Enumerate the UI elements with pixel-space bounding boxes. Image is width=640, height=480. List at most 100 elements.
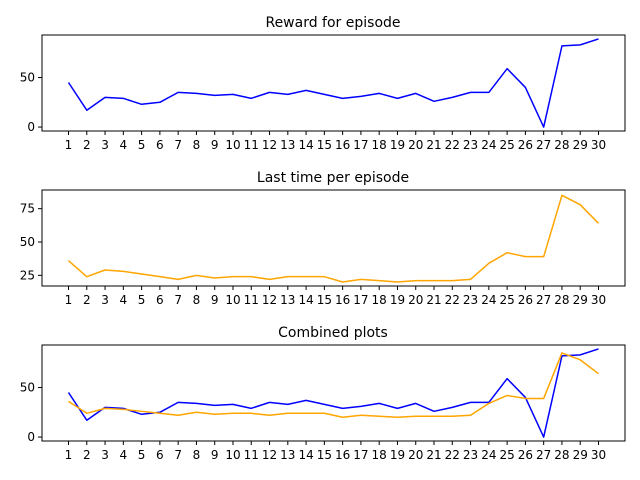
last-time-chart-x-tick-label: 8	[193, 293, 201, 307]
combined-chart-x-tick-label: 6	[156, 448, 164, 462]
reward-chart-x-tick-label: 2	[83, 138, 91, 152]
reward-chart-x-tick-label: 25	[499, 138, 514, 152]
last-time-chart-y-tick-label: 50	[20, 235, 35, 249]
combined-chart-title: Combined plots	[278, 325, 388, 341]
reward-chart-x-tick-label: 19	[390, 138, 405, 152]
combined-chart-y-tick-label: 50	[20, 381, 35, 395]
combined-chart-x-tick-label: 29	[573, 448, 588, 462]
combined-chart-x-tick-label: 18	[372, 448, 387, 462]
reward-chart-x-tick-label: 14	[298, 138, 313, 152]
last-time-chart-x-tick-label: 27	[536, 293, 551, 307]
combined-chart-x-tick-label: 1	[65, 448, 73, 462]
last-time-chart-time-line	[68, 194, 600, 283]
combined-chart-x-tick-label: 22	[445, 448, 460, 462]
last-time-chart-x-tick-label: 4	[120, 293, 128, 307]
reward-chart-x-tick-label: 11	[244, 138, 259, 152]
combined-chart-x-tick-label: 14	[298, 448, 313, 462]
last-time-chart-x-tick-label: 10	[225, 293, 240, 307]
last-time-chart-x-tick-label: 23	[463, 293, 478, 307]
reward-chart-x-tick-label: 3	[101, 138, 109, 152]
combined-chart-x-tick-label: 21	[426, 448, 441, 462]
combined-chart-x-tick-label: 4	[120, 448, 128, 462]
reward-chart-x-tick-label: 16	[335, 138, 350, 152]
reward-chart-x-tick-label: 5	[138, 138, 146, 152]
combined-chart-axes-frame	[41, 344, 626, 442]
reward-chart-x-tick-label: 30	[591, 138, 606, 152]
reward-chart-x-tick-label: 4	[120, 138, 128, 152]
reward-chart-x-tick-label: 26	[518, 138, 533, 152]
reward-chart-x-tick-label: 9	[211, 138, 219, 152]
reward-chart-reward-line	[67, 38, 599, 128]
last-time-chart-y-tick-label: 25	[20, 268, 35, 282]
last-time-chart-x-tick-label: 6	[156, 293, 164, 307]
combined-chart-x-tick-label: 10	[225, 448, 240, 462]
combined-chart-time-line	[68, 352, 599, 418]
last-time-chart-x-tick-label: 5	[138, 293, 146, 307]
combined-chart-x-tick-label: 28	[554, 448, 569, 462]
last-time-chart-x-tick-label: 9	[211, 293, 219, 307]
combined-chart-x-tick-label: 5	[138, 448, 146, 462]
last-time-chart-x-tick-label: 7	[174, 293, 182, 307]
last-time-chart-x-tick-label: 2	[83, 293, 91, 307]
last-time-chart-x-tick-label: 13	[280, 293, 295, 307]
reward-chart-x-tick-label: 23	[463, 138, 478, 152]
combined-chart-x-tick-label: 24	[481, 448, 496, 462]
reward-chart-y-tick-label: 0	[27, 120, 35, 134]
reward-chart-x-tick-label: 22	[445, 138, 460, 152]
reward-chart-y-tick-label: 50	[20, 71, 35, 85]
combined-chart-x-tick-label: 16	[335, 448, 350, 462]
last-time-chart-x-tick-label: 21	[426, 293, 441, 307]
last-time-chart-x-tick-label: 30	[591, 293, 606, 307]
reward-chart-x-tick-label: 29	[573, 138, 588, 152]
last-time-chart-y-tick-label: 75	[20, 202, 35, 216]
reward-chart-x-tick-label: 7	[174, 138, 182, 152]
reward-chart-x-tick-label: 18	[372, 138, 387, 152]
last-time-chart-x-tick-label: 26	[518, 293, 533, 307]
last-time-chart-x-tick-label: 14	[298, 293, 313, 307]
last-time-chart-x-tick-label: 15	[317, 293, 332, 307]
combined-chart-x-tick-label: 30	[591, 448, 606, 462]
reward-chart-x-tick-label: 20	[408, 138, 423, 152]
reward-chart-x-tick-label: 1	[65, 138, 73, 152]
last-time-chart-x-tick-label: 19	[390, 293, 405, 307]
combined-chart-y-tick-label: 0	[27, 430, 35, 444]
combined-chart-x-tick-label: 12	[262, 448, 277, 462]
reward-chart-x-tick-label: 24	[481, 138, 496, 152]
combined-chart-x-tick-label: 2	[83, 448, 91, 462]
combined-chart-x-tick-label: 11	[244, 448, 259, 462]
last-time-chart-x-tick-label: 17	[353, 293, 368, 307]
last-time-chart-x-tick-label: 25	[499, 293, 514, 307]
combined-chart-x-tick-label: 3	[101, 448, 109, 462]
reward-chart-x-tick-label: 15	[317, 138, 332, 152]
combined-chart-x-tick-label: 19	[390, 448, 405, 462]
combined-chart-x-tick-label: 17	[353, 448, 368, 462]
last-time-chart-x-tick-label: 11	[244, 293, 259, 307]
combined-chart-x-tick-label: 26	[518, 448, 533, 462]
combined-chart-x-tick-label: 20	[408, 448, 423, 462]
reward-chart-x-tick-label: 28	[554, 138, 569, 152]
last-time-chart-x-tick-label: 12	[262, 293, 277, 307]
combined-chart-x-tick-label: 27	[536, 448, 551, 462]
last-time-chart-axes-frame	[41, 189, 626, 287]
last-time-chart-x-tick-label: 28	[554, 293, 569, 307]
reward-chart-title: Reward for episode	[265, 15, 400, 31]
combined-chart-x-tick-label: 23	[463, 448, 478, 462]
last-time-chart-x-tick-label: 22	[445, 293, 460, 307]
reward-chart-x-tick-label: 13	[280, 138, 295, 152]
last-time-chart-x-tick-label: 1	[65, 293, 73, 307]
combined-chart-x-tick-label: 25	[499, 448, 514, 462]
combined-chart-x-tick-label: 8	[193, 448, 201, 462]
reward-chart-x-tick-label: 8	[193, 138, 201, 152]
last-time-chart-title: Last time per episode	[257, 170, 409, 186]
last-time-chart: Last time per episode 1 2 3 4 5 6 7 8 9 10 11 12 13 1…	[20, 170, 626, 307]
reward-chart-x-tick-label: 12	[262, 138, 277, 152]
reward-chart-x-tick-label: 17	[353, 138, 368, 152]
reward-chart-x-tick-label: 10	[225, 138, 240, 152]
last-time-chart-x-tick-label: 20	[408, 293, 423, 307]
combined-chart-x-tick-label: 13	[280, 448, 295, 462]
last-time-chart-x-tick-label: 29	[573, 293, 588, 307]
last-time-chart-x-tick-label: 24	[481, 293, 496, 307]
reward-chart-axes-frame	[41, 34, 626, 132]
